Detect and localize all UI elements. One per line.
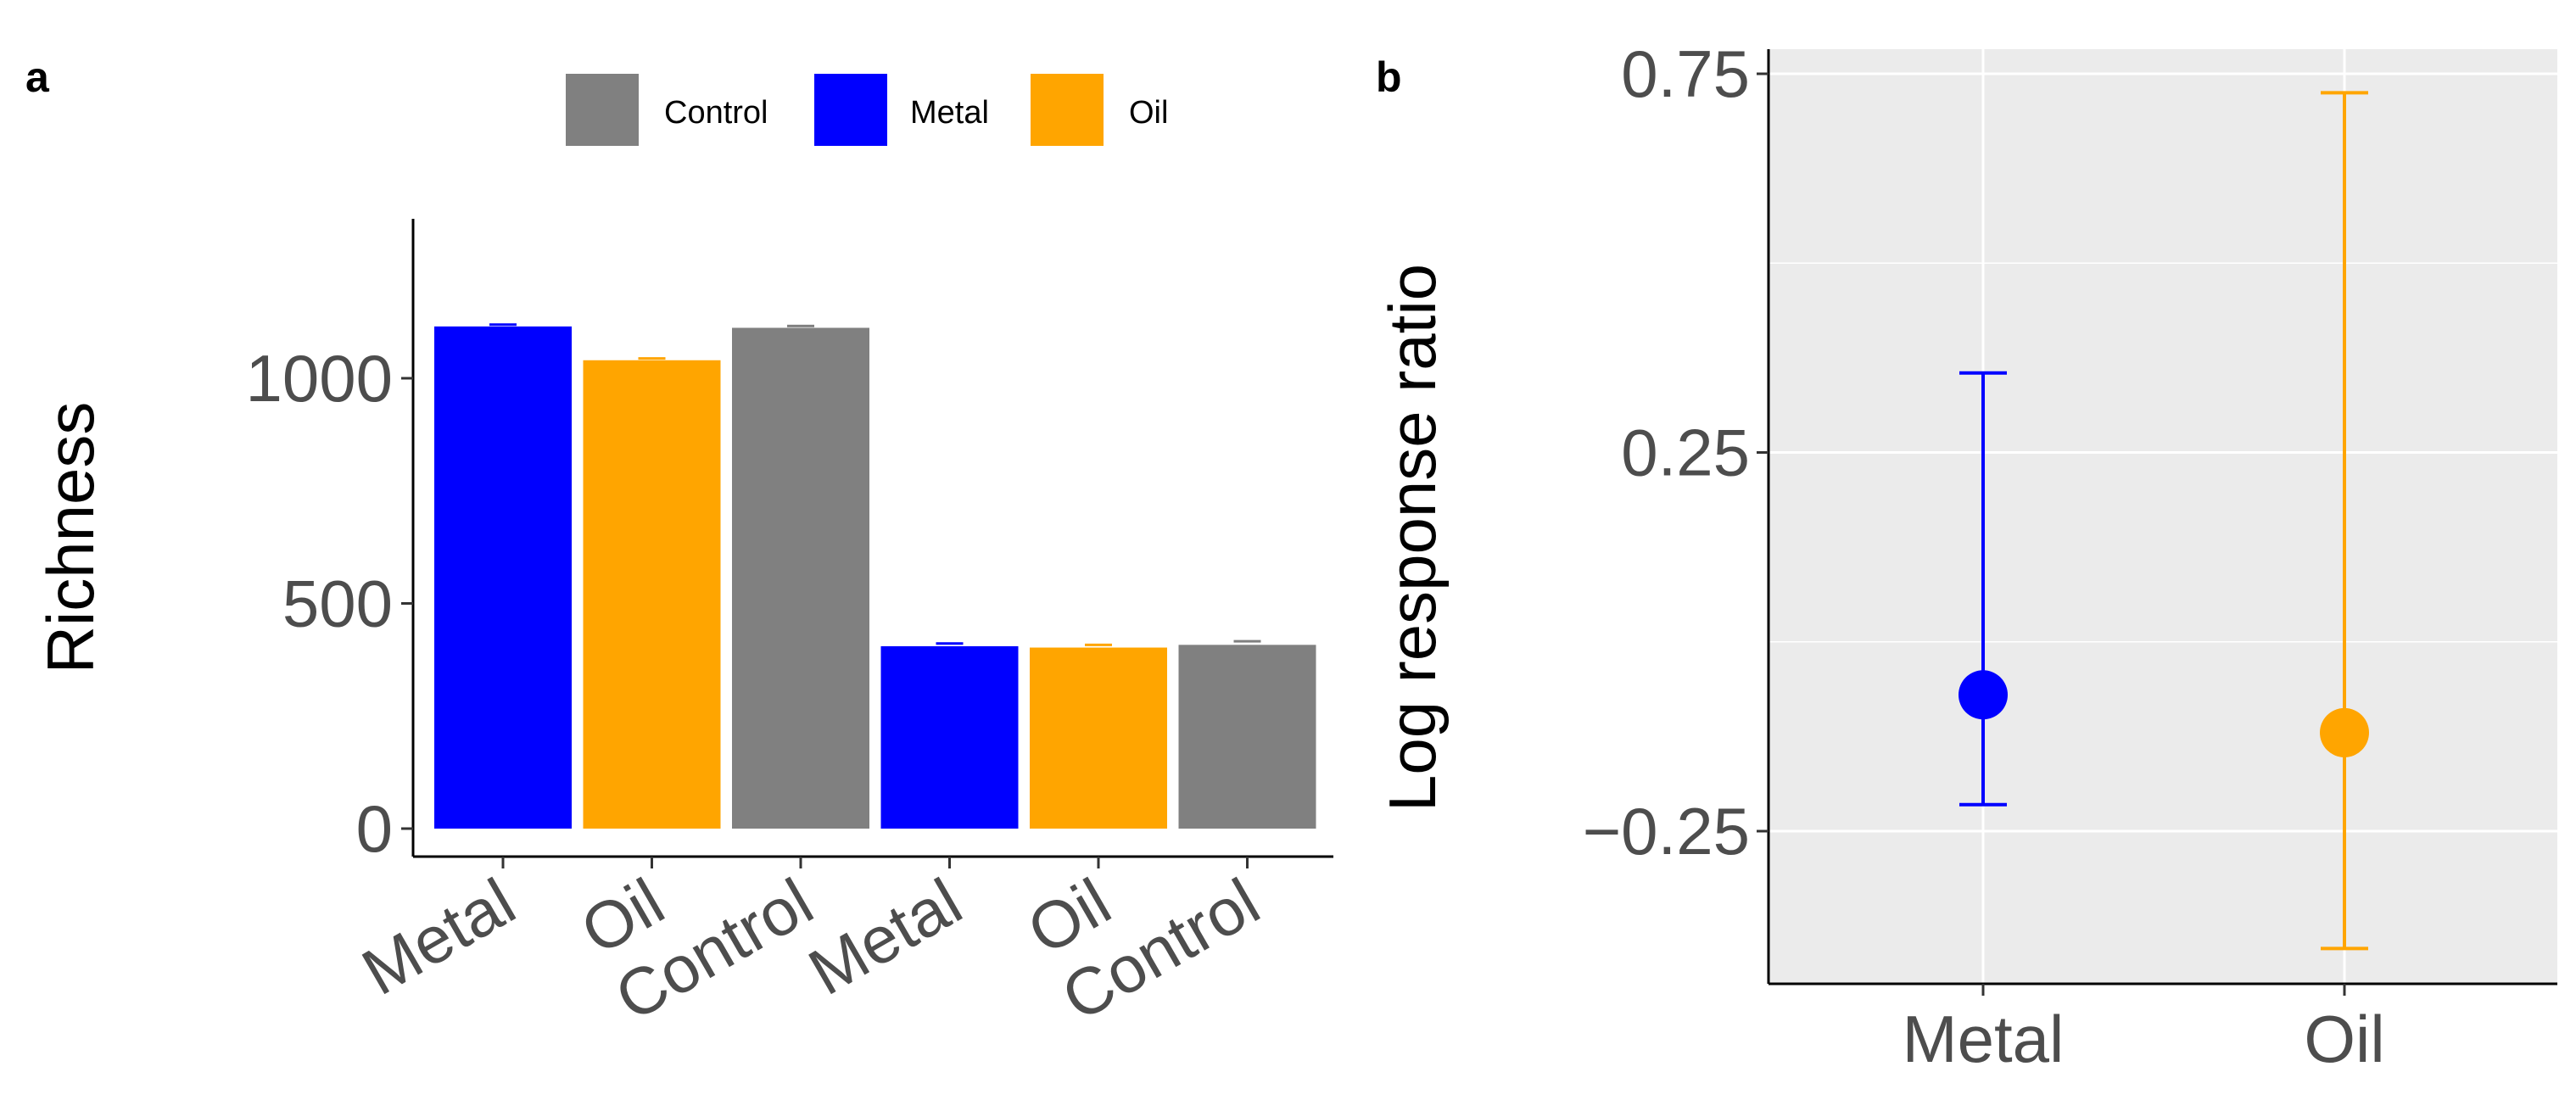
panel-b-x-tick-label: Metal bbox=[1903, 1002, 2065, 1076]
bar-4-metal bbox=[880, 645, 1019, 829]
legend-swatch-control bbox=[566, 74, 639, 146]
legend-swatch-oil bbox=[1031, 74, 1104, 146]
legend-label-control: Control bbox=[664, 95, 768, 131]
point-metal bbox=[1959, 670, 2008, 720]
panel-a-y-tick-label: 0 bbox=[356, 791, 393, 866]
panel-b-points bbox=[1959, 91, 2369, 951]
panel-b-y-tick-label: 0.75 bbox=[1621, 36, 1750, 111]
legend-label-metal: Metal bbox=[910, 95, 989, 131]
panel-b-label: b bbox=[1376, 53, 1402, 101]
bar-2-oil bbox=[583, 360, 721, 829]
panel-b-y-axis-title: Log response ratio bbox=[1375, 264, 1450, 812]
bar-1-metal bbox=[434, 326, 572, 829]
panel-a-x-tick-label: Metal bbox=[349, 864, 527, 1010]
panel-b-log-response-chart: Log response ratio −0.25 0.25 0.75 Metal Oil bbox=[1375, 36, 2557, 1076]
legend-swatch-metal bbox=[814, 74, 887, 146]
panel-b-y-tick-label: −0.25 bbox=[1583, 794, 1750, 868]
panel-a-bars bbox=[434, 323, 1316, 829]
panel-a-label: a bbox=[25, 53, 50, 101]
legend-label-oil: Oil bbox=[1129, 95, 1168, 131]
point-oil bbox=[2320, 707, 2369, 757]
legend: Control Metal Oil bbox=[566, 74, 1168, 146]
panel-a-y-axis-title: Richness bbox=[33, 402, 108, 674]
bar-6-control bbox=[1178, 645, 1316, 829]
panel-b-axes: −0.25 0.25 0.75 Metal Oil bbox=[1583, 36, 2557, 1076]
bar-3-control bbox=[732, 327, 869, 829]
panel-a-y-tick-label: 500 bbox=[282, 567, 393, 641]
bar-5-oil bbox=[1030, 647, 1167, 829]
panel-a-y-tick-label: 1000 bbox=[245, 341, 393, 416]
panel-b-x-tick-label: Oil bbox=[2304, 1002, 2384, 1076]
panel-a-x-tick-label: Metal bbox=[796, 864, 974, 1010]
panel-b-background bbox=[1769, 49, 2557, 984]
panel-b-y-tick-label: 0.25 bbox=[1621, 416, 1750, 490]
